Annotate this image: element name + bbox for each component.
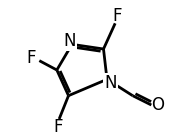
Text: F: F [53, 118, 63, 136]
Text: O: O [151, 96, 164, 114]
Text: F: F [26, 49, 36, 67]
Text: F: F [113, 7, 122, 25]
Text: N: N [104, 74, 117, 92]
Text: N: N [63, 32, 76, 50]
